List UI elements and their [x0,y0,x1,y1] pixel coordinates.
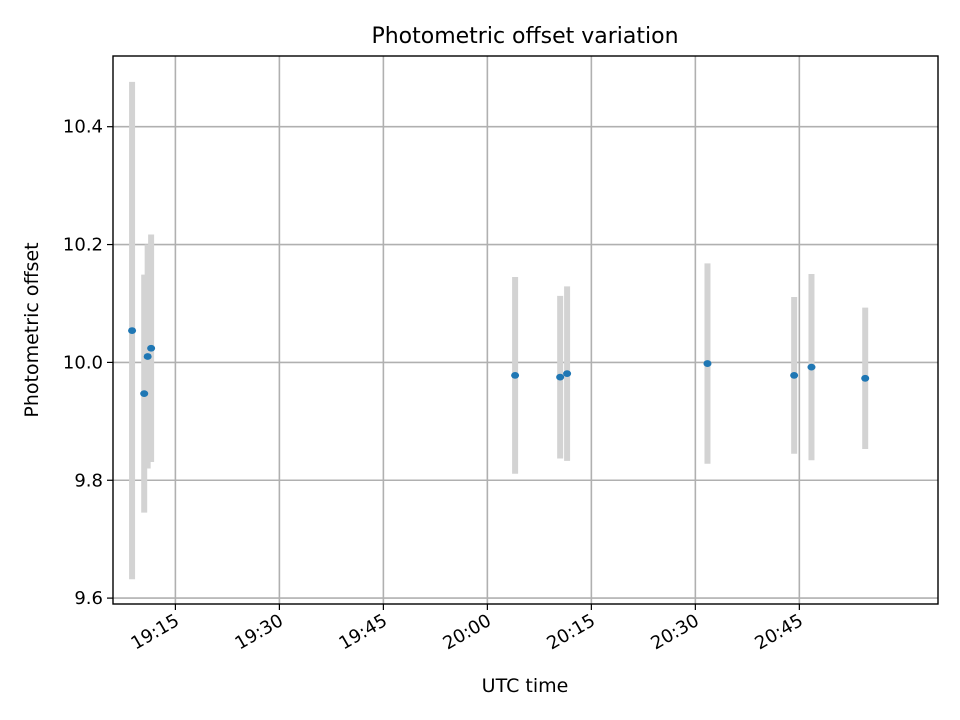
data-point [563,370,572,378]
y-tick-label: 10.4 [63,117,103,138]
x-tick-label: 19:45 [335,610,390,654]
data-point [128,327,137,334]
y-tick-label: 9.8 [74,470,103,491]
data-point [556,373,565,381]
data-point [807,363,816,371]
data-point [790,371,799,379]
errorbar-layer [129,81,869,580]
plot-frame [112,55,939,605]
data-point [140,390,149,398]
x-tick-label: 19:30 [231,610,286,654]
data-point [143,353,152,360]
data-point [703,360,712,367]
y-tick-label: 10.2 [63,235,103,256]
y-axis-label: Photometric offset [21,242,43,417]
data-point [147,344,156,352]
data-point [511,371,520,379]
grid-layer [113,56,938,604]
x-axis-label: UTC time [482,675,569,697]
chart-title: Photometric offset variation [371,24,678,49]
y-tick-label: 9.6 [74,588,103,609]
y-tick-label: 10.0 [63,352,103,373]
x-tick-label: 19:15 [127,610,182,654]
x-tick-label: 20:15 [543,610,598,654]
x-tick-label: 20:00 [439,610,494,654]
data-point [861,374,870,382]
x-tick-label: 20:30 [647,610,702,654]
point-layer [128,327,870,398]
x-tick-label: 20:45 [751,610,806,654]
